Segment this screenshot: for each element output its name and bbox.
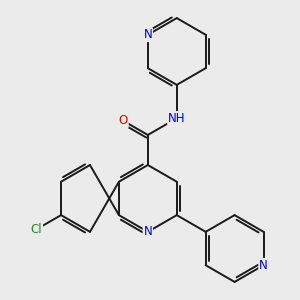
Text: N: N: [143, 225, 152, 238]
Text: Cl: Cl: [31, 223, 42, 236]
Text: NH: NH: [168, 112, 185, 125]
Text: O: O: [118, 114, 128, 127]
Text: N: N: [259, 259, 268, 272]
Text: N: N: [143, 28, 152, 41]
